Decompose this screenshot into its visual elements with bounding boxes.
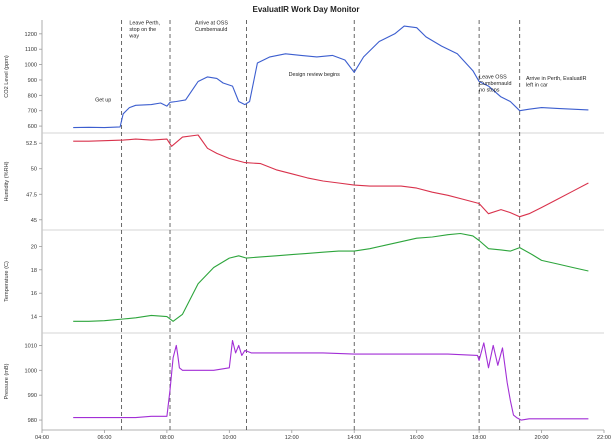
annotation-line: Arrive in Perth, EvaluatIR bbox=[526, 76, 587, 82]
x-tick-label: 22:00 bbox=[597, 435, 611, 441]
annotation-line: Cumbernauld bbox=[195, 27, 227, 33]
annotation-line: Arrive at OSS bbox=[195, 21, 228, 27]
y-tick-label: 1010 bbox=[25, 343, 37, 349]
x-tick-label: 20:00 bbox=[535, 435, 549, 441]
annotation-line: no stops bbox=[479, 87, 500, 93]
y-axis-label: Humidity (%RH) bbox=[4, 161, 10, 201]
annotation: Leave Perth, stop on the way bbox=[128, 21, 160, 40]
annotation-line: Design review begins bbox=[289, 72, 341, 78]
y-tick-label: 45 bbox=[31, 218, 37, 224]
series-line bbox=[73, 134, 589, 218]
y-axis-label: Pressure (mB) bbox=[4, 363, 10, 399]
y-tick-label: 800 bbox=[28, 93, 37, 99]
y-tick-label: 50 bbox=[31, 167, 37, 173]
y-tick-label: 20 bbox=[31, 244, 37, 250]
y-tick-label: 14 bbox=[31, 315, 37, 321]
x-tick-label: 18:00 bbox=[472, 435, 486, 441]
y-tick-label: 900 bbox=[28, 78, 37, 84]
panel-1: 600 700 800 900 1000 1100 1200 CO2 Level (ppm) bbox=[4, 25, 589, 130]
series-line bbox=[73, 339, 589, 421]
panel-4: 980 990 1000 1010 Pressure (mB) bbox=[4, 339, 589, 424]
y-tick-label: 1000 bbox=[25, 368, 37, 374]
x-tick-label: 12:00 bbox=[285, 435, 299, 441]
annotation: Leave OSS Cumbernauld no stops bbox=[479, 74, 511, 93]
y-tick-label: 1200 bbox=[25, 32, 37, 38]
annotation-line: left in car bbox=[526, 82, 548, 88]
panel-2: 45 47.5 50 52.5 Humidity (%RH) bbox=[4, 134, 589, 224]
annotation-line: Leave OSS bbox=[479, 74, 507, 80]
y-tick-label: 52.5 bbox=[26, 141, 37, 147]
y-tick-label: 1000 bbox=[25, 63, 37, 69]
y-axis-label: CO2 Level (ppm) bbox=[4, 55, 10, 98]
annotation-line: way bbox=[128, 34, 139, 40]
annotation: Arrive at OSS Cumbernauld bbox=[195, 21, 228, 33]
series-line bbox=[73, 25, 589, 129]
y-axis-label: Temperature (C) bbox=[4, 261, 10, 302]
y-tick-label: 980 bbox=[28, 418, 37, 424]
y-tick-label: 16 bbox=[31, 291, 37, 297]
y-tick-label: 700 bbox=[28, 109, 37, 115]
x-tick-label: 10:00 bbox=[222, 435, 236, 441]
y-tick-label: 47.5 bbox=[26, 192, 37, 198]
x-tick-label: 16:00 bbox=[410, 435, 424, 441]
annotation-line: Leave Perth, bbox=[129, 21, 160, 27]
annotation: Arrive in Perth, EvaluatIR left in car bbox=[526, 76, 587, 89]
annotation-line: Cumbernauld bbox=[479, 81, 511, 87]
series-line bbox=[73, 232, 589, 322]
annotation: Design review begins bbox=[289, 72, 341, 78]
panel-3: 14 16 18 20 Temperature (C) bbox=[4, 232, 589, 322]
x-tick-label: 14:00 bbox=[347, 435, 361, 441]
x-tick-label: 04:00 bbox=[35, 435, 49, 441]
x-tick-label: 06:00 bbox=[97, 435, 111, 441]
x-tick-label: 08:00 bbox=[160, 435, 174, 441]
y-tick-label: 600 bbox=[28, 124, 37, 130]
y-tick-label: 1100 bbox=[25, 47, 37, 53]
y-tick-label: 18 bbox=[31, 268, 37, 274]
plot-layers: 04:00 06:00 08:00 10:00 12:00 14:00 16:00 18:00… bbox=[4, 20, 611, 441]
annotation-line: stop on the bbox=[129, 27, 156, 33]
y-tick-label: 990 bbox=[28, 393, 37, 399]
chart-title: EvaluatIR Work Day Monitor bbox=[253, 5, 360, 14]
annotation-line: Get up bbox=[95, 97, 111, 103]
annotation: Get up bbox=[95, 97, 111, 103]
